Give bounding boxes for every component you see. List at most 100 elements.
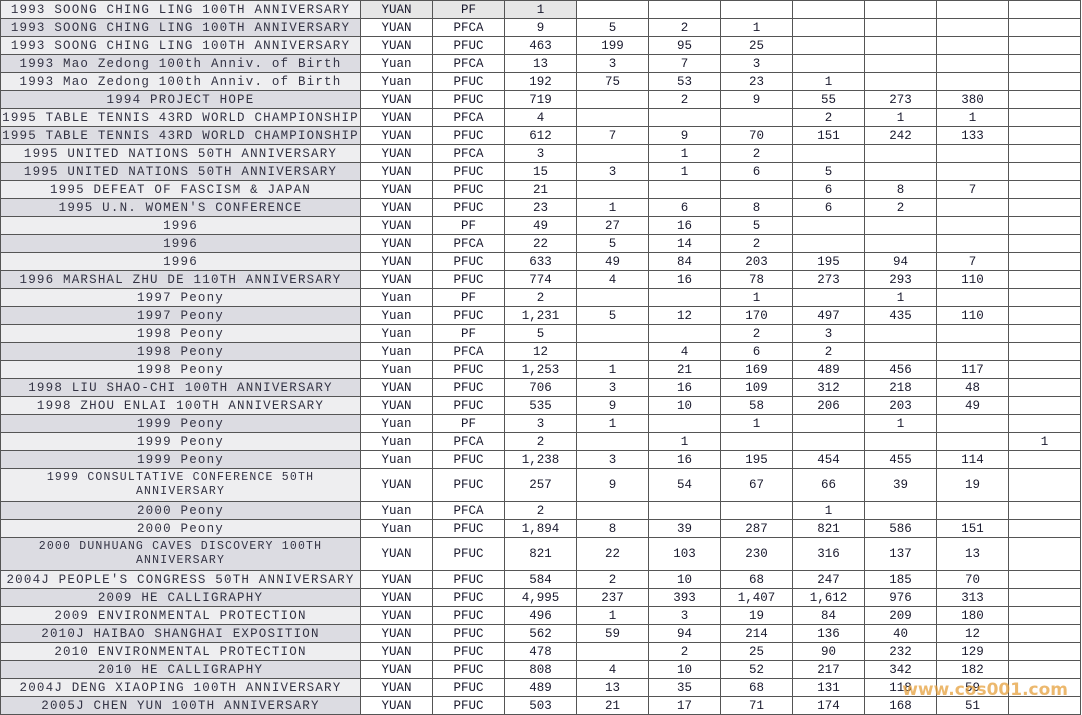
- table-cell: Yuan: [360, 450, 433, 469]
- table-cell: PFUC: [432, 696, 505, 715]
- table-cell: 39: [648, 519, 721, 538]
- table-cell: 103: [648, 537, 721, 571]
- table-cell: 1: [792, 72, 865, 91]
- table-cell: 1: [720, 288, 793, 307]
- table-row: 2009 ENVIRONMENTAL PROTECTION YUAN PFUC 496…: [0, 606, 1081, 625]
- table-row: 1995 U.N. WOMEN'S CONFERENCE YUAN PFUC 23 1 6…: [0, 198, 1081, 217]
- table-cell: [576, 342, 649, 361]
- table-cell: [720, 0, 793, 19]
- table-cell: 129: [936, 642, 1009, 661]
- table-cell: [1008, 588, 1081, 607]
- table-cell: 1,253: [504, 360, 577, 379]
- table-cell: 3: [648, 606, 721, 625]
- table-cell: [1008, 537, 1081, 571]
- table-row: 1996 MARSHAL ZHU DE 110TH ANNIVERSARY YUA…: [0, 270, 1081, 289]
- table-cell: 4: [576, 660, 649, 679]
- table-cell: [936, 288, 1009, 307]
- table-cell: PF: [432, 414, 505, 433]
- table-cell: 497: [792, 306, 865, 325]
- table-cell: PFUC: [432, 36, 505, 55]
- table-cell: 2: [792, 108, 865, 127]
- table-cell: [864, 144, 937, 163]
- table-cell: 21: [504, 180, 577, 199]
- table-row: 1993 Mao Zedong 100th Anniv. of Birth Yua…: [0, 72, 1081, 91]
- table-cell: YUAN: [360, 378, 433, 397]
- table-cell: 6: [720, 342, 793, 361]
- table-cell: YUAN: [360, 18, 433, 37]
- table-cell: [1008, 180, 1081, 199]
- table-row: 1993 SOONG CHING LING 100TH ANNIVERSARY Y…: [0, 0, 1081, 19]
- table-cell: 68: [720, 570, 793, 589]
- table-cell: PFUC: [432, 588, 505, 607]
- name-cell: 2010J HAIBAO SHANGHAI EXPOSITION: [0, 624, 361, 643]
- table-cell: 110: [936, 270, 1009, 289]
- table-cell: YUAN: [360, 198, 433, 217]
- table-row: 2010 HE CALLIGRAPHY YUAN PFUC 808 4 10 52 217 34…: [0, 660, 1081, 679]
- table-cell: 22: [504, 234, 577, 253]
- table-row: 1999 Peony Yuan PF 3 1 1 1: [0, 414, 1081, 433]
- table-cell: 456: [864, 360, 937, 379]
- table-row: 2004J DENG XIAOPING 100TH ANNIVERSARY YUA…: [0, 678, 1081, 697]
- table-cell: [1008, 378, 1081, 397]
- table-cell: 75: [576, 72, 649, 91]
- table-cell: [1008, 624, 1081, 643]
- table-cell: 6: [792, 198, 865, 217]
- table-cell: 23: [720, 72, 793, 91]
- table-cell: 2: [648, 642, 721, 661]
- table-cell: [792, 18, 865, 37]
- table-cell: PFUC: [432, 396, 505, 415]
- table-cell: [576, 642, 649, 661]
- table-cell: [864, 234, 937, 253]
- table-cell: [864, 432, 937, 451]
- table-cell: 562: [504, 624, 577, 643]
- table-cell: [1008, 234, 1081, 253]
- name-cell: 1997 Peony: [0, 288, 361, 307]
- name-cell: 1996 MARSHAL ZHU DE 110TH ANNIVERSARY: [0, 270, 361, 289]
- table-cell: [1008, 324, 1081, 343]
- table-cell: 90: [792, 642, 865, 661]
- table-cell: 9: [576, 396, 649, 415]
- table-cell: 16: [648, 270, 721, 289]
- name-cell: 2010 HE CALLIGRAPHY: [0, 660, 361, 679]
- table-cell: [936, 144, 1009, 163]
- table-cell: 6: [792, 180, 865, 199]
- table-cell: [792, 54, 865, 73]
- table-cell: PFUC: [432, 252, 505, 271]
- table-cell: 3: [720, 54, 793, 73]
- table-cell: 39: [864, 468, 937, 502]
- table-cell: PFUC: [432, 360, 505, 379]
- table-cell: 133: [936, 126, 1009, 145]
- table-cell: [576, 144, 649, 163]
- table-row: 1996 YUAN PF 49 27 16 5: [0, 216, 1081, 235]
- table-cell: 195: [792, 252, 865, 271]
- table-cell: YUAN: [360, 252, 433, 271]
- table-cell: [1008, 606, 1081, 625]
- table-cell: 1: [864, 288, 937, 307]
- table-cell: [1008, 54, 1081, 73]
- table-cell: 7: [936, 180, 1009, 199]
- table-cell: 214: [720, 624, 793, 643]
- table-row: 1995 TABLE TENNIS 43RD WORLD CHAMPIONSHI…: [0, 108, 1081, 127]
- table-cell: 71: [720, 696, 793, 715]
- table-cell: 1: [792, 501, 865, 520]
- table-cell: [864, 18, 937, 37]
- table-cell: 48: [936, 378, 1009, 397]
- table-cell: 49: [504, 216, 577, 235]
- table-row: 1994 PROJECT HOPE YUAN PFUC 719 2 9 55 273 380: [0, 90, 1081, 109]
- table-row: 1999 CONSULTATIVE CONFERENCE 50TH ANNIVE…: [0, 468, 1081, 502]
- table-cell: 393: [648, 588, 721, 607]
- table-row: 1997 Peony Yuan PFUC 1,231 5 12 170 497 435 110: [0, 306, 1081, 325]
- name-cell: 1995 TABLE TENNIS 43RD WORLD CHAMPIONSHI…: [0, 108, 361, 127]
- name-cell: 1995 UNITED NATIONS 50TH ANNIVERSARY: [0, 162, 361, 181]
- table-cell: YUAN: [360, 624, 433, 643]
- table-cell: 195: [720, 450, 793, 469]
- table-cell: PFCA: [432, 144, 505, 163]
- table-cell: PFUC: [432, 537, 505, 571]
- table-cell: 5: [576, 18, 649, 37]
- table-cell: 180: [936, 606, 1009, 625]
- table-cell: 218: [864, 378, 937, 397]
- table-cell: PFUC: [432, 90, 505, 109]
- table-cell: 2: [720, 144, 793, 163]
- table-cell: 503: [504, 696, 577, 715]
